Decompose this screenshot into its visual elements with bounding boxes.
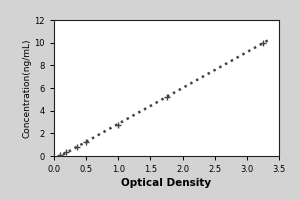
X-axis label: Optical Density: Optical Density xyxy=(122,178,212,188)
Y-axis label: Concentration(ng/mL): Concentration(ng/mL) xyxy=(23,38,32,138)
